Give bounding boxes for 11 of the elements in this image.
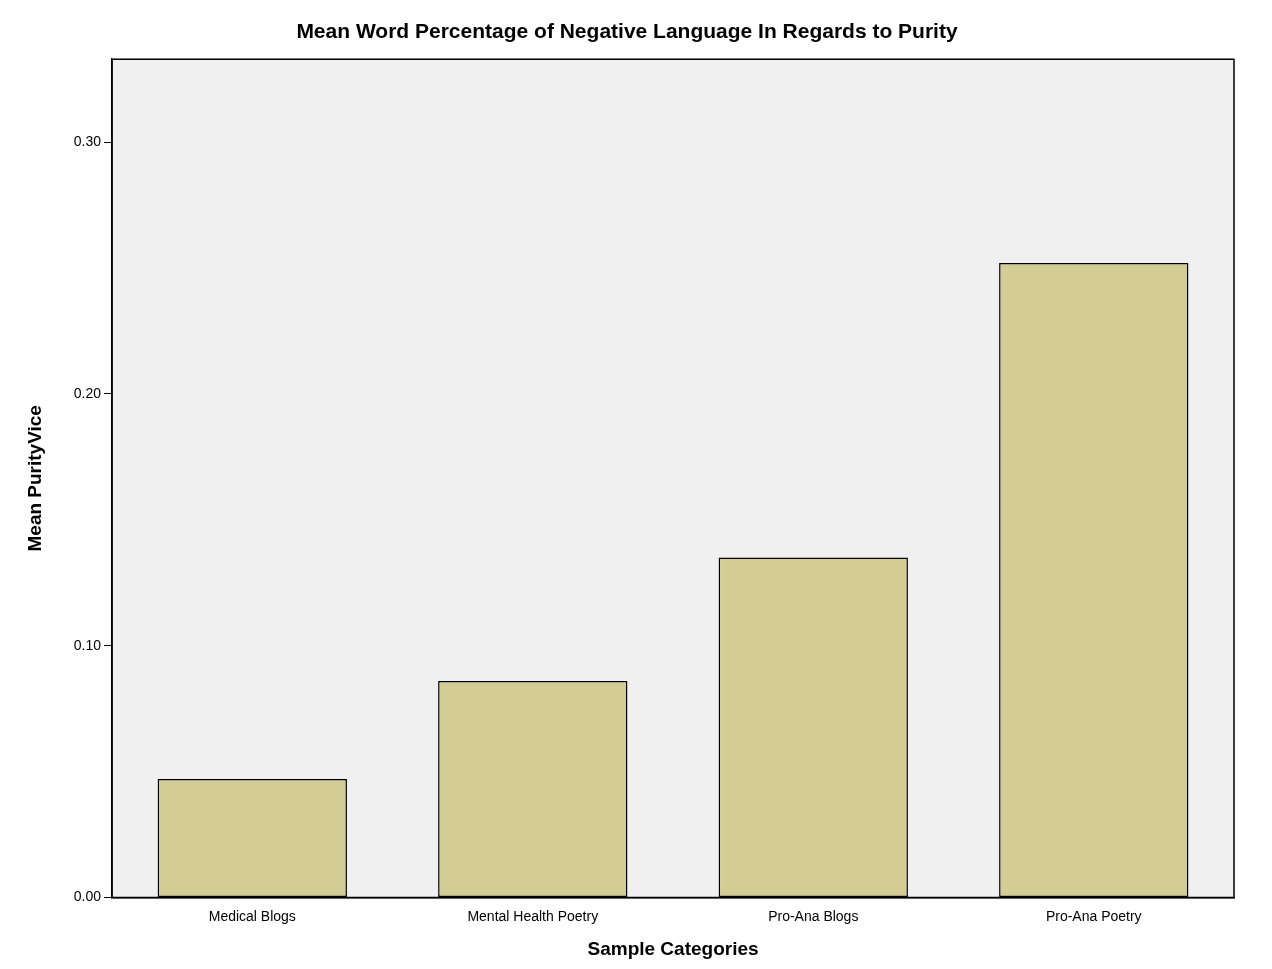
y-tick-label: 0.30 [73, 133, 102, 150]
x-tick-label: Mental Health Poetry [467, 907, 599, 924]
y-tick-label: 0.00 [73, 888, 102, 905]
y-tick-label: 0.20 [73, 384, 102, 401]
x-tick-label: Medical Blogs [208, 907, 296, 924]
x-tick-label: Pro-Ana Blogs [768, 907, 859, 924]
y-tick-label: 0.10 [73, 636, 102, 653]
x-tick-label: Pro-Ana Poetry [1045, 907, 1142, 924]
y-axis-title: Mean PurityVice [23, 405, 45, 552]
x-axis-title: Sample Categories [587, 937, 759, 959]
chart-title: Mean Word Percentage of Negative Language In Regards to Purity [296, 19, 958, 43]
